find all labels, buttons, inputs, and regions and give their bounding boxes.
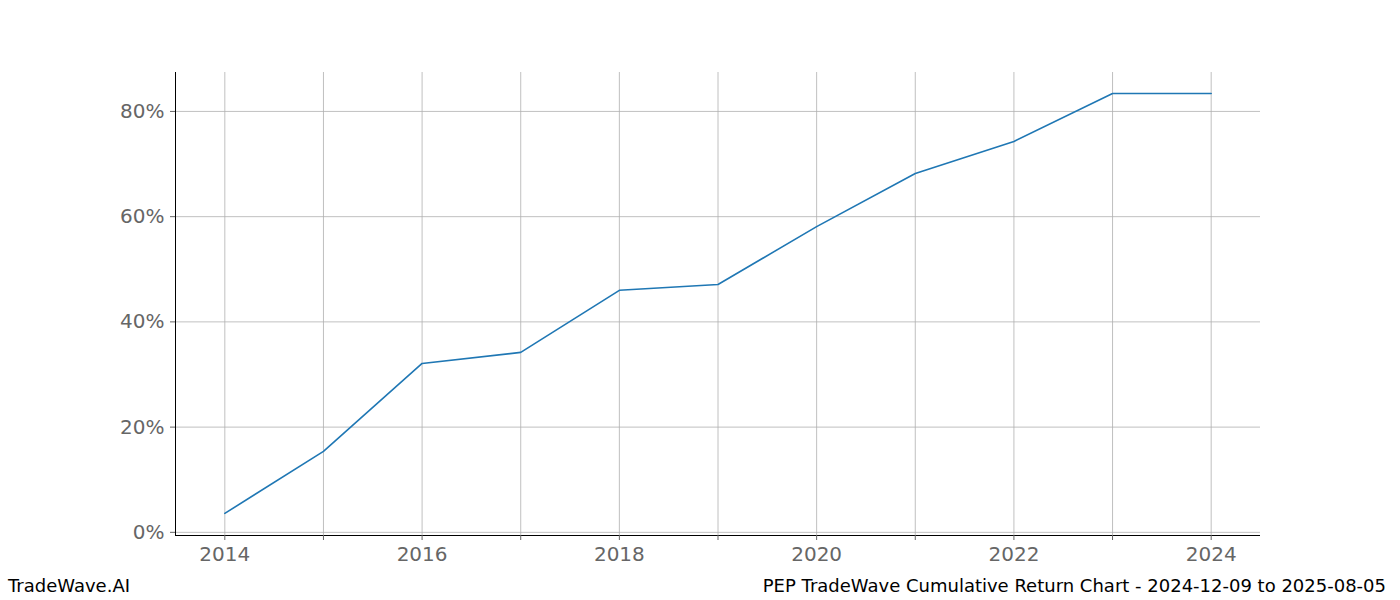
- svg-text:0%: 0%: [133, 520, 165, 544]
- svg-text:40%: 40%: [120, 309, 164, 333]
- svg-text:2024: 2024: [1186, 542, 1237, 566]
- html-text:TradeWave.AI: TradeWave.AI: [8, 575, 130, 596]
- svg-text:80%: 80%: [120, 99, 164, 123]
- svg-text:2016: 2016: [397, 542, 448, 566]
- svg-text:60%: 60%: [120, 204, 164, 228]
- svg-text:2018: 2018: [594, 542, 645, 566]
- svg-text:2022: 2022: [988, 542, 1039, 566]
- svg-text:20%: 20%: [120, 415, 164, 439]
- svg-text:2014: 2014: [199, 542, 250, 566]
- svg-text:2020: 2020: [791, 542, 842, 566]
- html-text:PEP TradeWave Cumulative Retur: PEP TradeWave Cumulative Return Chart - …: [762, 575, 1386, 596]
